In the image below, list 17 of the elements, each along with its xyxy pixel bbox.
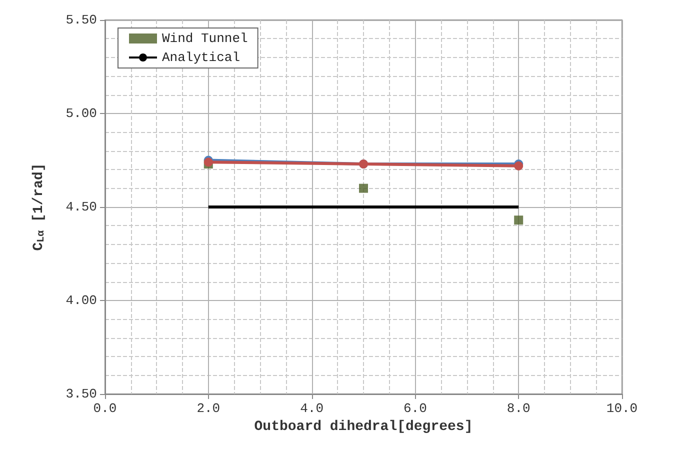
- legend-label: Analytical: [162, 50, 240, 65]
- x-tick-label: 4.0: [300, 401, 324, 416]
- x-axis-title: Outboard dihedral[degrees]: [254, 419, 473, 435]
- y-tick-label: 3.50: [66, 386, 97, 402]
- y-tick-label: 5.50: [66, 12, 97, 28]
- x-tick-label: 2.0: [196, 401, 220, 416]
- x-tick-label: 6.0: [403, 401, 427, 416]
- y-tick-label: 4.50: [66, 200, 97, 214]
- point: [359, 184, 368, 193]
- y-axis-title: CLα [1/rad]: [31, 163, 48, 251]
- x-tick-label: 0.0: [93, 401, 117, 416]
- x-tick-label: 10.0: [606, 401, 638, 416]
- legend-label: Wind Tunnel: [162, 31, 248, 46]
- point: [514, 216, 524, 225]
- y-tick-label: 5.00: [66, 106, 97, 121]
- y-tick-label: 4.00: [66, 293, 97, 308]
- x-tick-label: 8.0: [506, 401, 530, 416]
